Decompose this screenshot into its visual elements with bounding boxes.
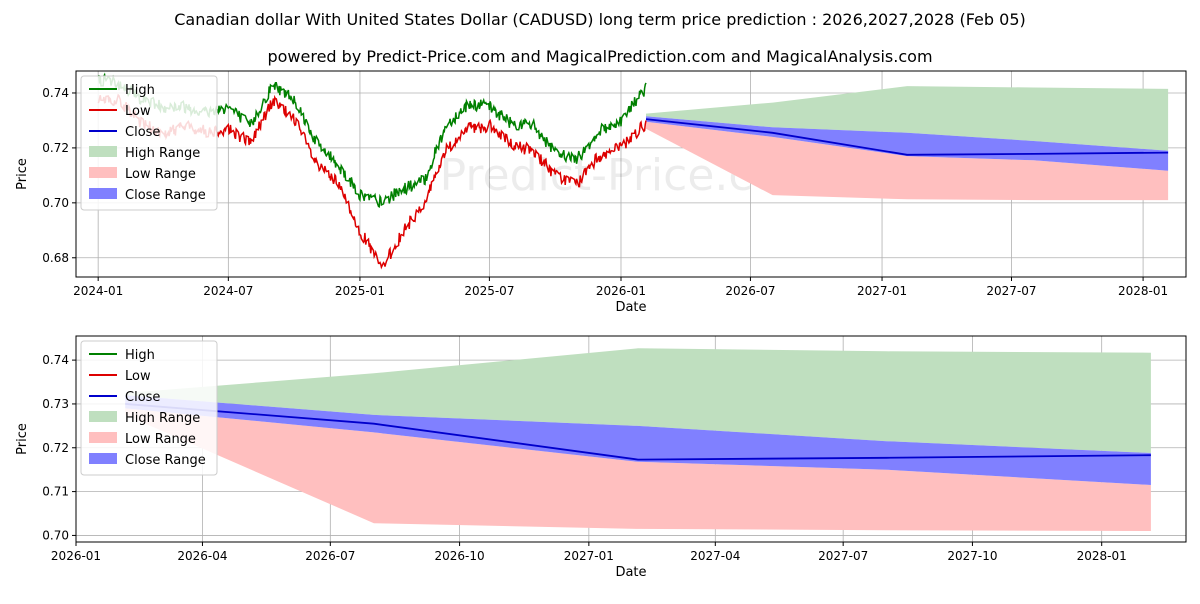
bottom-panel: Predict-Price.com2026-012026-042026-0720… (15, 335, 1187, 580)
x-tick-label: 2025-01 (335, 284, 385, 298)
x-tick-label: 2027-07 (986, 284, 1036, 298)
chart-title: Canadian dollar With United States Dolla… (174, 10, 1025, 29)
close-forecast-line (645, 118, 1169, 156)
plot-area (125, 348, 1151, 531)
legend: High Low Close High Range Low Range Close Ran… (80, 75, 218, 211)
y-tick-label: 0.71 (42, 485, 69, 499)
chart-subtitle: powered by Predict-Price.com and Magical… (267, 47, 932, 66)
y-tick-label: 0.74 (42, 353, 69, 367)
x-tick-label: 2024-01 (73, 284, 123, 298)
x-tick-label: 2027-01 (857, 284, 907, 298)
x-tick-label: 2027-01 (564, 549, 614, 563)
x-tick-label: 2027-04 (690, 549, 740, 563)
legend: High Low Close High Range Low Range Close Ran… (80, 340, 218, 476)
x-tick-label: 2026-01 (596, 284, 646, 298)
x-tick-label: 2026-04 (177, 549, 227, 563)
x-tick-label: 2026-01 (51, 549, 101, 563)
y-tick-label: 0.70 (42, 196, 69, 210)
high-range-band (646, 86, 1169, 151)
x-axis-label: Date (615, 565, 646, 580)
close-forecast-line (125, 403, 1151, 461)
y-tick-label: 0.68 (42, 251, 69, 265)
y-tick-label: 0.74 (42, 86, 69, 100)
x-tick-label: 2025-07 (464, 284, 514, 298)
low-range-band (125, 408, 1151, 531)
low-range-band (646, 121, 1169, 201)
legend-label: Close (125, 390, 160, 405)
y-tick-label: 0.72 (42, 441, 69, 455)
legend-swatch-patch (89, 167, 117, 178)
legend-label: High (125, 348, 155, 363)
legend-label: Close (125, 125, 160, 140)
legend-label: Close Range (125, 188, 206, 203)
high-range-band (125, 348, 1151, 453)
legend-label: Low (125, 104, 151, 119)
legend-label: Close Range (125, 453, 206, 468)
y-axis-label: Price (15, 158, 30, 190)
legend-swatch-patch (89, 146, 117, 157)
y-axis-label: Price (15, 423, 30, 455)
y-tick-label: 0.73 (42, 397, 69, 411)
legend-swatch-patch (89, 188, 117, 199)
x-tick-label: 2026-07 (725, 284, 775, 298)
plot-area (97, 72, 1169, 270)
legend-swatch-patch (89, 411, 117, 422)
x-axis-label: Date (615, 300, 646, 315)
axes-frame (75, 335, 1187, 543)
legend-label: Low Range (125, 167, 196, 182)
axes-frame (75, 70, 1187, 278)
x-tick-label: 2024-07 (203, 284, 253, 298)
legend-swatch-patch (89, 453, 117, 464)
x-tick-label: 2028-01 (1077, 549, 1127, 563)
close-range-band (125, 395, 1151, 485)
y-tick-label: 0.70 (42, 528, 69, 542)
x-tick-label: 2026-10 (435, 549, 485, 563)
legend-label: High Range (125, 411, 200, 426)
legend-label: Low (125, 369, 151, 384)
close-range-band (646, 116, 1169, 171)
y-tick-label: 0.72 (42, 141, 69, 155)
legend-label: Low Range (125, 432, 196, 447)
legend-swatch-patch (89, 432, 117, 443)
legend-label: High Range (125, 146, 200, 161)
legend-label: High (125, 83, 155, 98)
x-tick-label: 2028-01 (1118, 284, 1168, 298)
x-tick-label: 2027-07 (818, 549, 868, 563)
x-tick-label: 2027-10 (947, 549, 997, 563)
x-tick-label: 2026-07 (305, 549, 355, 563)
